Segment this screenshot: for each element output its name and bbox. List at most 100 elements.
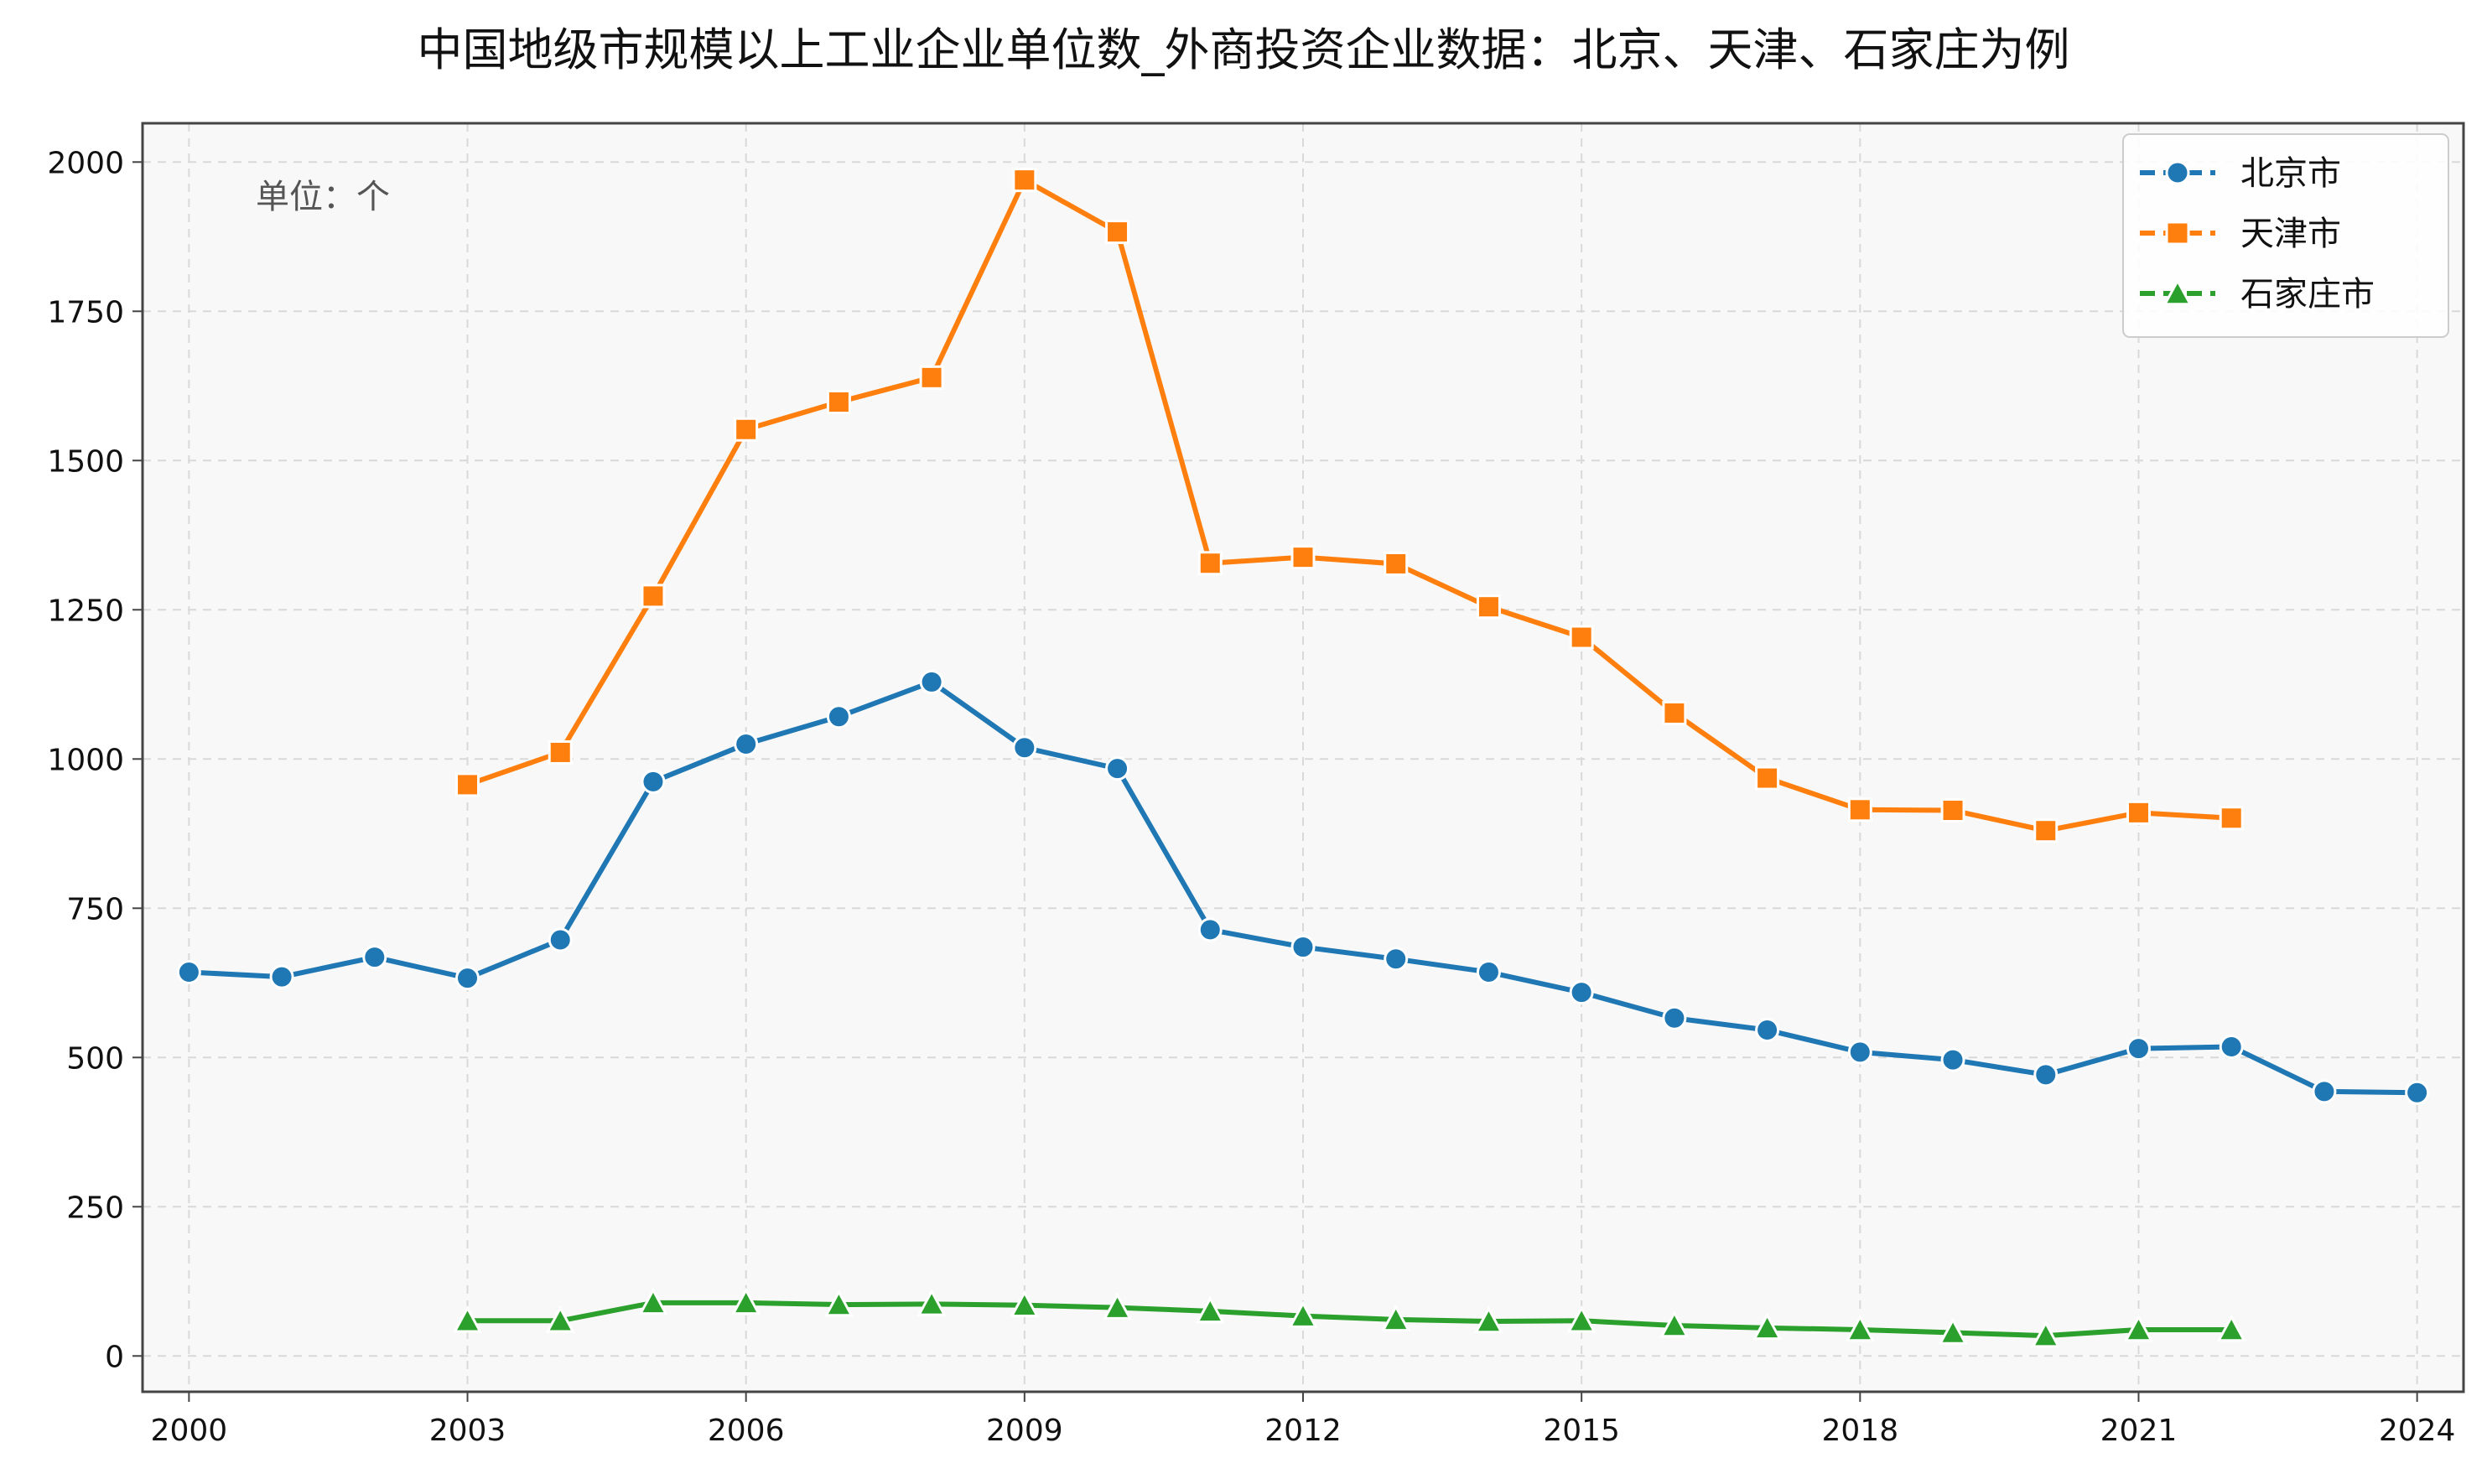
data-point <box>1290 545 1316 570</box>
y-tick-label: 500 <box>66 1041 124 1076</box>
data-point <box>823 1289 854 1317</box>
y-tick-label: 1000 <box>47 743 124 777</box>
legend-item-2: 天津市 <box>2140 215 2341 253</box>
data-point <box>641 769 666 794</box>
y-tick-label: 1250 <box>47 594 124 628</box>
data-point <box>1197 917 1223 942</box>
data-point <box>1290 935 1316 960</box>
data-point <box>176 959 201 984</box>
y-tick-label: 0 <box>105 1340 124 1374</box>
data-point <box>1476 959 1501 984</box>
y-tick-label: 750 <box>66 892 124 926</box>
data-point <box>1755 1018 1780 1043</box>
legend-label: 石家庄市 <box>2240 275 2375 314</box>
data-point <box>2126 1036 2151 1061</box>
data-point <box>2405 1080 2430 1105</box>
axes: 2000 2003 2006 2009 2012 2015 2018 2021 2024 0 250… <box>47 146 2455 1448</box>
data-point <box>1012 168 1037 193</box>
data-point <box>1569 980 1594 1005</box>
data-point <box>1197 551 1223 576</box>
data-point <box>1195 1295 1225 1324</box>
plot-frame <box>141 122 2465 1393</box>
data-point <box>1755 765 1780 791</box>
data-point <box>638 1287 668 1315</box>
data-point <box>2312 1079 2337 1104</box>
data-point <box>1476 594 1501 620</box>
data-point <box>1105 220 1130 245</box>
data-point <box>919 365 944 390</box>
data-point <box>1940 1047 1965 1072</box>
data-point <box>1940 798 1965 823</box>
data-point <box>1012 735 1037 760</box>
data-point <box>2219 1034 2244 1059</box>
data-point <box>1010 1289 1040 1318</box>
x-tick-label: 2021 <box>2100 1414 2178 1448</box>
data-point <box>2031 1320 2061 1348</box>
data-point <box>919 669 944 694</box>
data-point <box>734 731 759 756</box>
data-point <box>455 966 480 991</box>
data-point <box>453 1305 483 1333</box>
x-tick-label: 2018 <box>1822 1414 1899 1448</box>
data-point <box>2123 1314 2153 1342</box>
x-tick-label: 2024 <box>2379 1414 2456 1448</box>
series-line <box>465 177 2235 833</box>
legend-marker <box>2165 160 2190 185</box>
x-tick-label: 2015 <box>1543 1414 1620 1448</box>
data-point <box>1847 1040 1872 1065</box>
legend-label: 北京市 <box>2240 154 2341 193</box>
x-tick-label: 2006 <box>708 1414 785 1448</box>
data-point <box>1845 1314 1875 1342</box>
y-tick-label: 250 <box>66 1191 124 1225</box>
legend-label: 天津市 <box>2240 215 2341 253</box>
data-point <box>1473 1305 1503 1334</box>
data-point <box>731 1287 761 1315</box>
data-point <box>2219 806 2244 831</box>
series-3 <box>453 1287 2246 1348</box>
data-point <box>1659 1310 1690 1338</box>
legend-item-3: 石家庄市 <box>2140 275 2375 314</box>
data-point <box>1384 947 1409 972</box>
data-point <box>1103 1292 1133 1320</box>
x-tick-label: 2012 <box>1264 1414 1342 1448</box>
x-tick-label: 2003 <box>429 1414 506 1448</box>
data-point <box>2033 1062 2059 1087</box>
data-point <box>734 417 759 442</box>
legend-item-1: 北京市 <box>2140 154 2341 193</box>
legend-marker <box>2162 278 2193 306</box>
series-2 <box>455 168 2244 843</box>
data-point <box>548 927 573 952</box>
data-point <box>362 945 387 970</box>
series-1 <box>176 669 2430 1105</box>
x-tick-label: 2009 <box>986 1414 1063 1448</box>
data-point <box>826 390 851 415</box>
unit-annotation: 单位：个 <box>256 178 390 216</box>
x-tick-label: 2000 <box>151 1414 228 1448</box>
data-point <box>1384 551 1409 576</box>
series-line <box>465 1300 2235 1339</box>
data-point <box>269 964 294 989</box>
data-point <box>1381 1304 1411 1332</box>
data-point <box>548 739 573 765</box>
legend-marker <box>2165 221 2190 246</box>
data-point <box>1938 1317 1968 1345</box>
data-point <box>1288 1300 1318 1328</box>
data-point <box>545 1305 575 1333</box>
y-tick-label: 1500 <box>47 444 124 479</box>
data-point <box>1847 797 1872 822</box>
series-layer <box>176 168 2430 1348</box>
data-point <box>916 1289 947 1316</box>
data-point <box>2126 800 2151 825</box>
legend-box <box>2122 133 2449 338</box>
y-tick-label: 2000 <box>47 146 124 180</box>
data-point <box>1105 756 1130 781</box>
data-point <box>1752 1312 1783 1341</box>
data-point <box>455 772 480 797</box>
data-point <box>1662 1005 1687 1030</box>
data-point <box>1569 625 1594 650</box>
chart-title: 中国地级市规模以上工业企业单位数_外商投资企业数据：北京、天津、石家庄为例 <box>418 23 2070 76</box>
data-point <box>1662 700 1687 725</box>
y-tick-label: 1750 <box>47 295 124 329</box>
